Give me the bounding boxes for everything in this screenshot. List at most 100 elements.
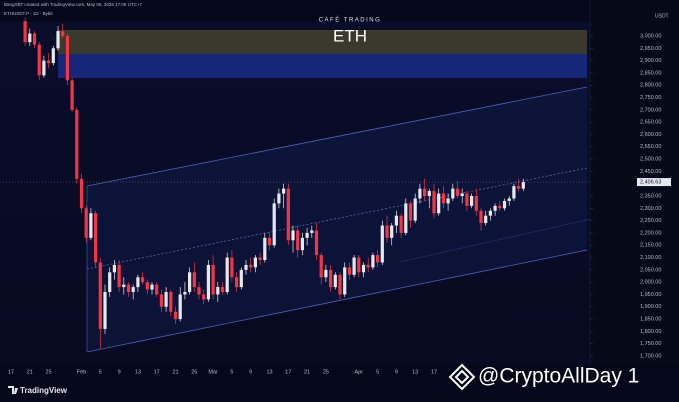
y-tick-label: 2,700.00 xyxy=(640,107,661,113)
candle-body xyxy=(173,311,178,320)
candle-body xyxy=(366,264,370,268)
candle-body xyxy=(333,274,337,288)
candle-body xyxy=(338,274,342,295)
candle-body xyxy=(324,269,328,278)
candle-body xyxy=(291,230,295,241)
brand: CAFÉ TRADING xyxy=(319,17,382,24)
candle-body xyxy=(239,269,243,288)
tv-logo: TradingView xyxy=(8,386,68,395)
candle-body xyxy=(488,210,492,216)
y-tick-label: 2,000.00 xyxy=(640,280,661,286)
candle-body xyxy=(65,36,69,81)
logo-text: TradingView xyxy=(20,386,68,395)
candle-body xyxy=(413,198,417,221)
channel-lower xyxy=(86,249,588,353)
candle-body xyxy=(446,198,450,204)
x-tick-label: 9 xyxy=(118,369,121,375)
candle-body xyxy=(300,237,304,251)
candle-body xyxy=(521,182,525,189)
x-tick-label: 9 xyxy=(395,369,398,375)
y-tick-label: 2,150.00 xyxy=(640,243,661,249)
candle-body xyxy=(263,237,267,260)
candle-body xyxy=(235,277,239,288)
candle-body xyxy=(164,292,168,307)
candle-body xyxy=(479,210,483,224)
candle-body xyxy=(394,215,398,226)
candle-body xyxy=(376,255,380,263)
candle-body xyxy=(380,225,384,263)
candle-body xyxy=(220,287,225,292)
y-tick-label: 2,650.00 xyxy=(640,120,661,126)
candle-body xyxy=(310,230,314,233)
candle-body xyxy=(352,257,356,275)
last-price-box xyxy=(637,178,671,187)
candle-body xyxy=(89,213,93,238)
watermark-text: @CryptoAllDay 1 xyxy=(478,365,639,388)
y-tick-label: 2,950.00 xyxy=(640,46,661,52)
x-tick-label: 17 xyxy=(285,369,291,375)
candle-body xyxy=(206,264,210,300)
candle-body xyxy=(79,178,84,209)
candle-body xyxy=(122,284,126,288)
candle-body xyxy=(408,203,413,221)
candle-body xyxy=(517,186,521,189)
candle-body xyxy=(502,200,507,209)
y-tick-label: 1,750.00 xyxy=(640,341,661,347)
header: BangXBT created with TradingView.com, Ma… xyxy=(4,2,143,7)
y-tick-label: 2,100.00 xyxy=(640,255,661,261)
candle-body xyxy=(131,287,135,292)
candle-body xyxy=(98,262,102,329)
candle-body xyxy=(42,60,46,76)
x-tick-label: 5 xyxy=(376,369,379,375)
candle-body xyxy=(103,292,107,329)
channel-upper xyxy=(86,86,588,187)
y-tick-label: 2,900.00 xyxy=(640,58,661,64)
candle-body xyxy=(498,205,502,209)
last-price-label: 2,406.63 xyxy=(640,180,661,186)
candle-body xyxy=(230,257,234,278)
candle-body xyxy=(183,292,187,295)
candle-body xyxy=(267,237,272,246)
plot-area xyxy=(0,22,590,365)
candle-body xyxy=(56,31,60,49)
candle-body xyxy=(484,215,488,224)
candle-body xyxy=(296,230,300,251)
candle-body xyxy=(437,193,441,214)
candle-body xyxy=(347,267,351,275)
candle-body xyxy=(329,269,333,288)
x-tick-label: Feb xyxy=(77,369,86,375)
candle-body xyxy=(305,232,309,238)
x-tick-label: 25 xyxy=(191,369,197,375)
candle-body xyxy=(32,33,37,45)
y-tick-label: 2,750.00 xyxy=(640,95,661,101)
candle-body xyxy=(272,203,276,246)
y-tick-label: 1,700.00 xyxy=(640,353,661,359)
candle-body xyxy=(427,191,431,196)
candle-body xyxy=(202,294,206,300)
x-tick-label: 21 xyxy=(27,369,33,375)
y-tick-label: 1,850.00 xyxy=(640,317,661,323)
candle-body xyxy=(159,294,163,307)
x-tick-label: 9 xyxy=(249,369,252,375)
candle-body xyxy=(512,186,516,199)
candle-body xyxy=(197,287,201,295)
channel-mid xyxy=(86,167,588,270)
candle-body xyxy=(150,284,154,290)
candle-body xyxy=(385,225,389,238)
time-axis xyxy=(0,365,679,402)
x-tick-label: 17 xyxy=(8,369,14,375)
x-tick-label: 13 xyxy=(412,369,418,375)
x-tick-label: 13 xyxy=(266,369,272,375)
candle-body xyxy=(84,208,88,238)
supply-zone xyxy=(58,30,587,54)
x-tick-label: 21 xyxy=(304,369,310,375)
y-tick-label: 2,550.00 xyxy=(640,144,661,150)
x-tick-label: 5 xyxy=(99,369,102,375)
candle-body xyxy=(399,215,403,233)
candle-body xyxy=(465,193,469,206)
candle-body xyxy=(75,109,79,179)
candle-body xyxy=(460,193,464,196)
logo-icon xyxy=(8,386,18,394)
candle-body xyxy=(249,264,253,268)
